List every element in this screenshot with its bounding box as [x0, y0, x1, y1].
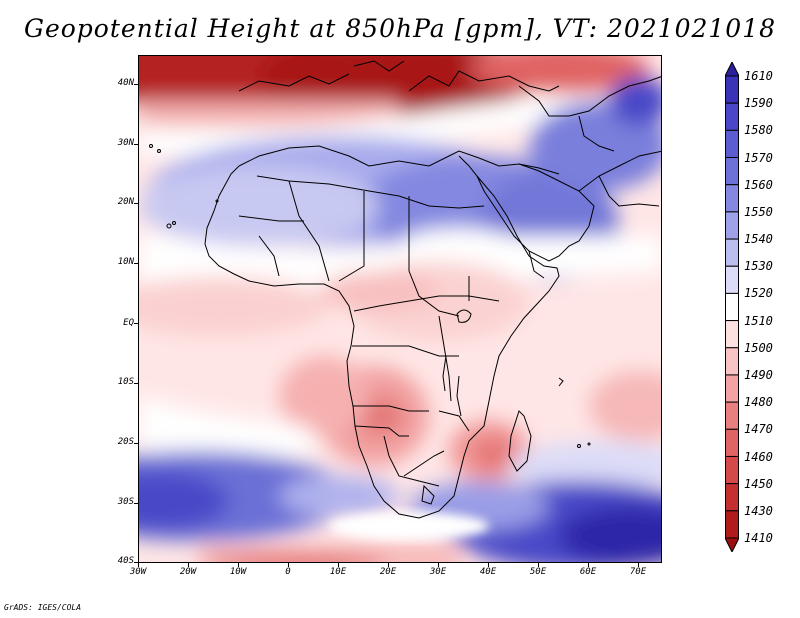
colorbar-label: 1500 [744, 340, 773, 355]
lon-tick [238, 563, 239, 567]
lat-label: 20S [117, 437, 134, 447]
colorbar-box [725, 510, 739, 539]
colorbar-label: 1530 [744, 259, 773, 274]
lat-label: 10S [117, 377, 134, 387]
lat-label: 30S [117, 497, 134, 507]
lat-tick [134, 84, 138, 85]
colorbar-box [725, 401, 739, 430]
lat-label: 40S [117, 556, 134, 566]
colorbar-box [725, 184, 739, 213]
lat-tick [134, 443, 138, 444]
colorbar-box [725, 455, 739, 485]
colorbar-label: 1490 [744, 367, 773, 382]
lon-tick [638, 563, 639, 567]
lat-tick [134, 263, 138, 264]
colorbar-label: 1430 [744, 503, 773, 518]
lon-label: 50E [529, 567, 547, 577]
map-panel [138, 55, 662, 563]
lat-tick [134, 383, 138, 384]
colorbar-box [725, 347, 739, 376]
colorbar-label: 1590 [744, 96, 773, 111]
lon-tick [488, 563, 489, 567]
lat-tick [134, 323, 138, 324]
lon-tick [138, 563, 139, 567]
colorbar-box [725, 211, 739, 240]
colorbar-label: 1580 [744, 123, 773, 138]
colorbar-box [725, 374, 739, 403]
colorbar-arrow-top [725, 62, 739, 77]
colorbar-label: 1560 [744, 177, 773, 192]
lat-label: 40N [117, 78, 134, 88]
lon-label: 40E [479, 567, 497, 577]
lon-label: 70E [629, 567, 647, 577]
map-title: Geopotential Height at 850hPa [gpm], VT:… [23, 14, 777, 43]
lon-label: 20W [179, 567, 197, 577]
lon-label: 60E [579, 567, 597, 577]
lat-tick [134, 503, 138, 504]
lon-label: 30E [429, 567, 447, 577]
lon-tick [438, 563, 439, 567]
colorbar-box [725, 238, 739, 267]
colorbar-box [725, 129, 739, 159]
height-field [139, 56, 661, 562]
colorbar-box [725, 265, 739, 294]
lat-tick [134, 562, 138, 563]
colorbar-box [725, 320, 739, 349]
lon-tick [588, 563, 589, 567]
lat-label: 30N [117, 138, 134, 148]
colorbar-box [725, 102, 739, 131]
colorbar-label: 1480 [744, 395, 773, 410]
colorbar-label: 1610 [744, 69, 773, 83]
lon-label: 10W [229, 567, 247, 577]
colorbar-box [725, 483, 739, 512]
colorbar-label: 1520 [744, 286, 773, 301]
credit-text: GrADS: IGES/COLA [4, 603, 82, 612]
colorbar-label: 1550 [744, 204, 773, 219]
lon-label: 10E [329, 567, 347, 577]
colorbar-box [725, 157, 739, 186]
lon-tick [538, 563, 539, 567]
colorbar-arrow-bottom [725, 537, 739, 552]
lon-tick [338, 563, 339, 567]
lon-tick [188, 563, 189, 567]
lat-tick [134, 144, 138, 145]
colorbar-label: 1410 [744, 531, 773, 545]
lat-tick [134, 203, 138, 204]
lon-label: 0 [285, 567, 291, 577]
colorbar-box [725, 428, 739, 457]
colorbar-label: 1470 [744, 422, 773, 437]
lat-label: 10N [117, 257, 134, 267]
lat-label: 20N [117, 197, 134, 207]
lon-label: 20E [379, 567, 397, 577]
colorbar-label: 1450 [744, 476, 773, 491]
lon-tick [288, 563, 289, 567]
colorbar-box [725, 75, 739, 104]
colorbar-label: 1540 [744, 232, 773, 247]
colorbar-label: 1570 [744, 150, 773, 165]
lon-tick [388, 563, 389, 567]
colorbar-box [725, 292, 739, 322]
lat-label: EQ [123, 318, 134, 328]
colorbar-label: 1460 [744, 449, 773, 464]
colorbar [725, 62, 739, 552]
colorbar-label: 1510 [744, 313, 773, 328]
lon-label: 30W [129, 567, 147, 577]
